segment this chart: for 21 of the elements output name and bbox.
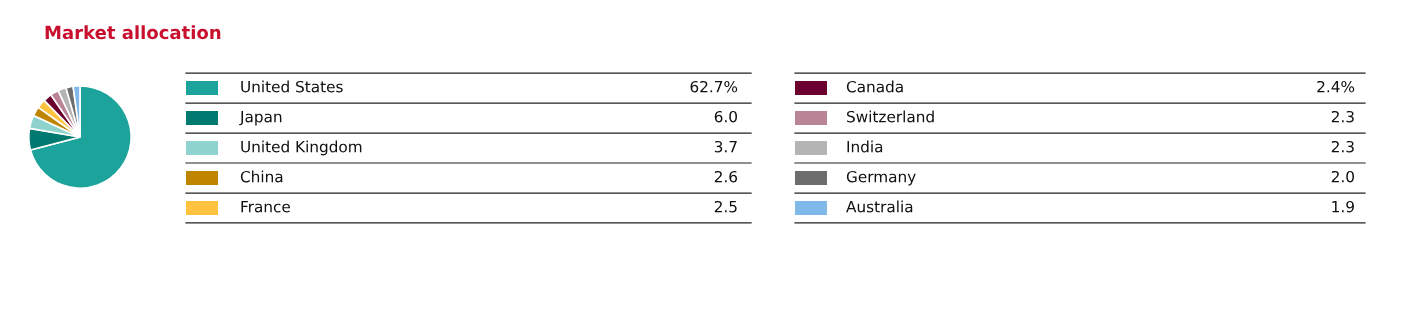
data-label: 2.6 [714,170,738,183]
chart-title: Market allocation [45,25,221,40]
legend-label: Canada [846,80,903,93]
data-label: 1.9 [1332,200,1354,213]
legend-label: United States [241,80,343,93]
legend-label: Germany [846,170,916,186]
data-label: 62.7% [690,80,738,93]
data-label: 3.7 [714,140,737,153]
data-label: 2.3 [1331,110,1354,123]
data-label: 2.5 [714,200,737,213]
legend-label: France [241,201,290,213]
data-label: 2.4% [1317,80,1355,93]
legend-label: India [847,140,883,153]
legend-label: United Kingdom [241,140,362,156]
data-label: 6.0 [714,110,737,123]
legend-label: China [240,170,283,183]
legend-label: Switzerland [847,110,934,123]
data-label: 2.3 [1331,140,1354,153]
legend-label: Australia [846,200,913,213]
data-label: 2.0 [1331,170,1354,183]
legend-label: Japan [239,111,282,126]
